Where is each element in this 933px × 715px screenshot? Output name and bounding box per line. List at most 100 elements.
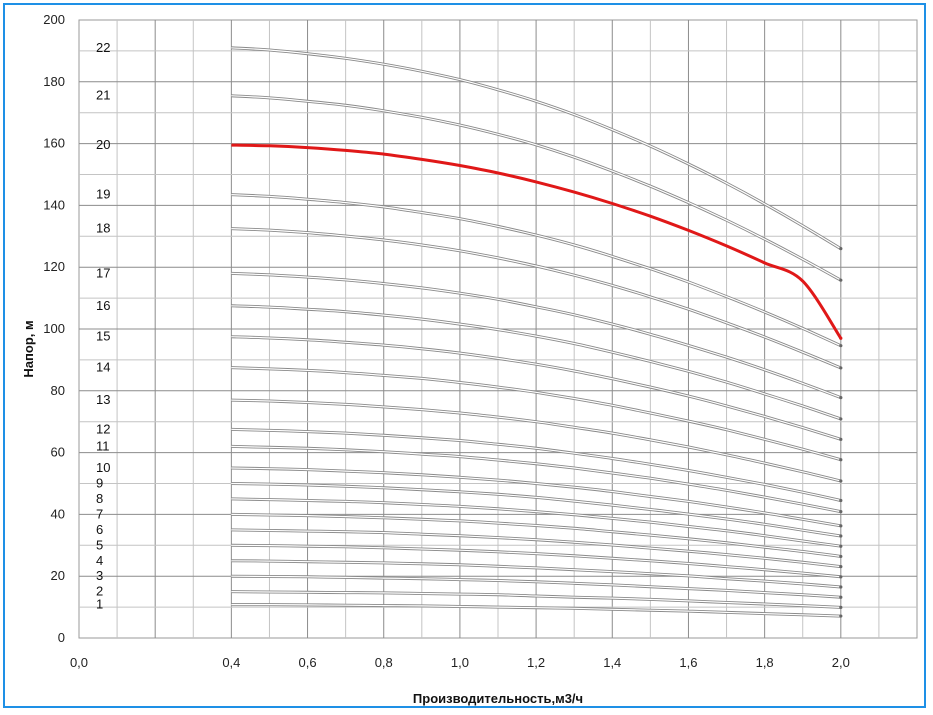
x-tick-label: 1,6 (679, 655, 697, 670)
x-tick-label: 1,2 (527, 655, 545, 670)
curve-21 (231, 94, 842, 282)
curve-13 (231, 398, 842, 483)
curve-inner (231, 498, 841, 547)
curve-inner (231, 482, 841, 537)
curve-2 (231, 590, 841, 609)
curve-3 (231, 574, 841, 599)
curve-label: 17 (96, 265, 110, 280)
curve-end-point (839, 336, 843, 340)
curve-end-point (839, 395, 843, 400)
curve-end-point (839, 554, 843, 559)
curve-inner (231, 305, 841, 420)
y-tick-label: 80 (51, 383, 65, 398)
curve-inner (231, 336, 841, 440)
curves (231, 46, 843, 618)
x-tick-label: 0,8 (375, 655, 393, 670)
curve-label: 21 (96, 88, 110, 103)
x-tick-label: 2,0 (832, 655, 850, 670)
y-tick-label: 200 (43, 12, 65, 27)
curve-11 (231, 444, 842, 514)
curve-end-point (839, 247, 843, 251)
curve-17 (231, 271, 842, 400)
curve-end-point (839, 458, 843, 462)
curve-label: 5 (96, 537, 103, 552)
x-tick-label: 0,0 (70, 655, 88, 670)
chart-frame (3, 3, 926, 708)
curve-label: 2 (96, 584, 103, 599)
x-tick-label: 1,4 (603, 655, 621, 670)
curve-inner (231, 445, 841, 513)
curve-label: 4 (96, 553, 103, 568)
curve-inner (231, 428, 841, 502)
x-tick-label: 0,6 (299, 655, 317, 670)
y-tick-label: 100 (43, 321, 65, 336)
curve-end-point (839, 498, 843, 503)
curve-end-point (839, 575, 843, 579)
grid (79, 20, 917, 638)
curve-end-point (839, 565, 843, 569)
curve-inner (231, 399, 841, 482)
curve-end-point (839, 614, 843, 618)
y-axis-title: Напор, м (21, 320, 36, 377)
curve-19 (231, 193, 842, 348)
curve-end-point (839, 534, 843, 538)
curve-inner (231, 560, 841, 588)
curve-end-point (839, 366, 843, 370)
x-tick-label: 1,8 (756, 655, 774, 670)
curve-label: 14 (96, 360, 110, 375)
curve-label: 9 (96, 476, 103, 491)
curve-end-point (839, 510, 843, 514)
curve-label: 20 (96, 137, 110, 152)
curve-inner (231, 47, 842, 250)
curve-label: 18 (96, 221, 110, 236)
curve-label: 12 (96, 421, 110, 436)
curve-label: 22 (96, 40, 110, 55)
curve-inner (231, 544, 841, 578)
y-tick-label: 140 (43, 197, 65, 212)
curve-end-point (839, 344, 843, 348)
curve-9 (231, 482, 842, 538)
curve-16 (231, 304, 842, 421)
curve-18 (231, 227, 842, 370)
curve-inner (231, 95, 842, 281)
curve-10 (231, 466, 842, 528)
y-tick-labels: 0 20 40 60 80 100 120 140 160 180 200 (43, 12, 65, 645)
curve-inner (231, 603, 841, 617)
y-tick-label: 0 (58, 630, 65, 645)
curve-inner (231, 575, 841, 598)
curve-label: 11 (96, 438, 110, 453)
curve-end-point (839, 278, 843, 282)
curve-inner (231, 467, 841, 527)
curve-4 (231, 559, 841, 589)
curve-label: 8 (96, 491, 103, 506)
curve-inner (231, 367, 841, 461)
curve-label: 13 (96, 392, 110, 407)
curve-end-point (839, 417, 843, 421)
curve-label: 7 (96, 506, 103, 521)
y-tick-label: 120 (43, 259, 65, 274)
x-tick-label: 0,4 (222, 655, 240, 670)
curve-inner (231, 591, 841, 608)
curve-label: 1 (96, 597, 103, 612)
curve-5 (231, 543, 841, 579)
curve-label: 3 (96, 568, 103, 583)
y-tick-label: 60 (51, 445, 65, 460)
curve-label: 6 (96, 522, 103, 537)
y-tick-label: 180 (43, 74, 65, 89)
curve-12 (231, 427, 842, 502)
curve-22 (231, 46, 842, 250)
curve-label: 19 (96, 187, 110, 202)
curve-6 (231, 528, 841, 569)
curve-15 (231, 335, 842, 441)
y-tick-label: 20 (51, 568, 65, 583)
x-tick-labels: 0,0 0,4 0,6 0,8 1,0 1,2 1,4 1,6 1,8 2,0 (70, 655, 850, 670)
curve-20 (231, 143, 843, 340)
curve-7 (231, 512, 841, 558)
curve-1 (231, 603, 841, 618)
curve-label: 16 (96, 298, 110, 313)
curve-end-point (839, 544, 843, 548)
y-tick-label: 40 (51, 506, 65, 521)
curve-label: 10 (96, 460, 110, 475)
